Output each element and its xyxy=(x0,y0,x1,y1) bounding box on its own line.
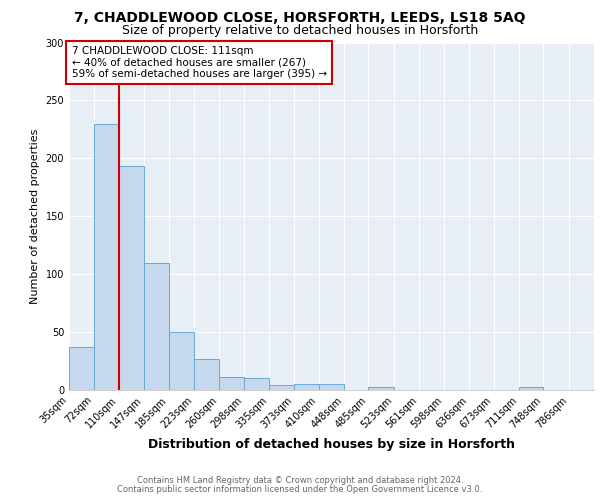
Bar xyxy=(319,384,344,390)
Text: Size of property relative to detached houses in Horsforth: Size of property relative to detached ho… xyxy=(122,24,478,37)
Bar xyxy=(194,358,219,390)
Text: Contains public sector information licensed under the Open Government Licence v3: Contains public sector information licen… xyxy=(118,485,482,494)
Bar xyxy=(169,332,194,390)
Bar xyxy=(69,347,94,390)
Bar xyxy=(294,384,319,390)
X-axis label: Distribution of detached houses by size in Horsforth: Distribution of detached houses by size … xyxy=(148,438,515,451)
Bar xyxy=(519,386,544,390)
Bar xyxy=(244,378,269,390)
Y-axis label: Number of detached properties: Number of detached properties xyxy=(30,128,40,304)
Bar xyxy=(143,262,169,390)
Bar xyxy=(269,386,294,390)
Bar xyxy=(119,166,143,390)
Text: 7, CHADDLEWOOD CLOSE, HORSFORTH, LEEDS, LS18 5AQ: 7, CHADDLEWOOD CLOSE, HORSFORTH, LEEDS, … xyxy=(74,11,526,25)
Bar xyxy=(94,124,119,390)
Text: 7 CHADDLEWOOD CLOSE: 111sqm
← 40% of detached houses are smaller (267)
59% of se: 7 CHADDLEWOOD CLOSE: 111sqm ← 40% of det… xyxy=(71,46,327,79)
Bar xyxy=(219,378,244,390)
Bar xyxy=(368,386,394,390)
Text: Contains HM Land Registry data © Crown copyright and database right 2024.: Contains HM Land Registry data © Crown c… xyxy=(137,476,463,485)
